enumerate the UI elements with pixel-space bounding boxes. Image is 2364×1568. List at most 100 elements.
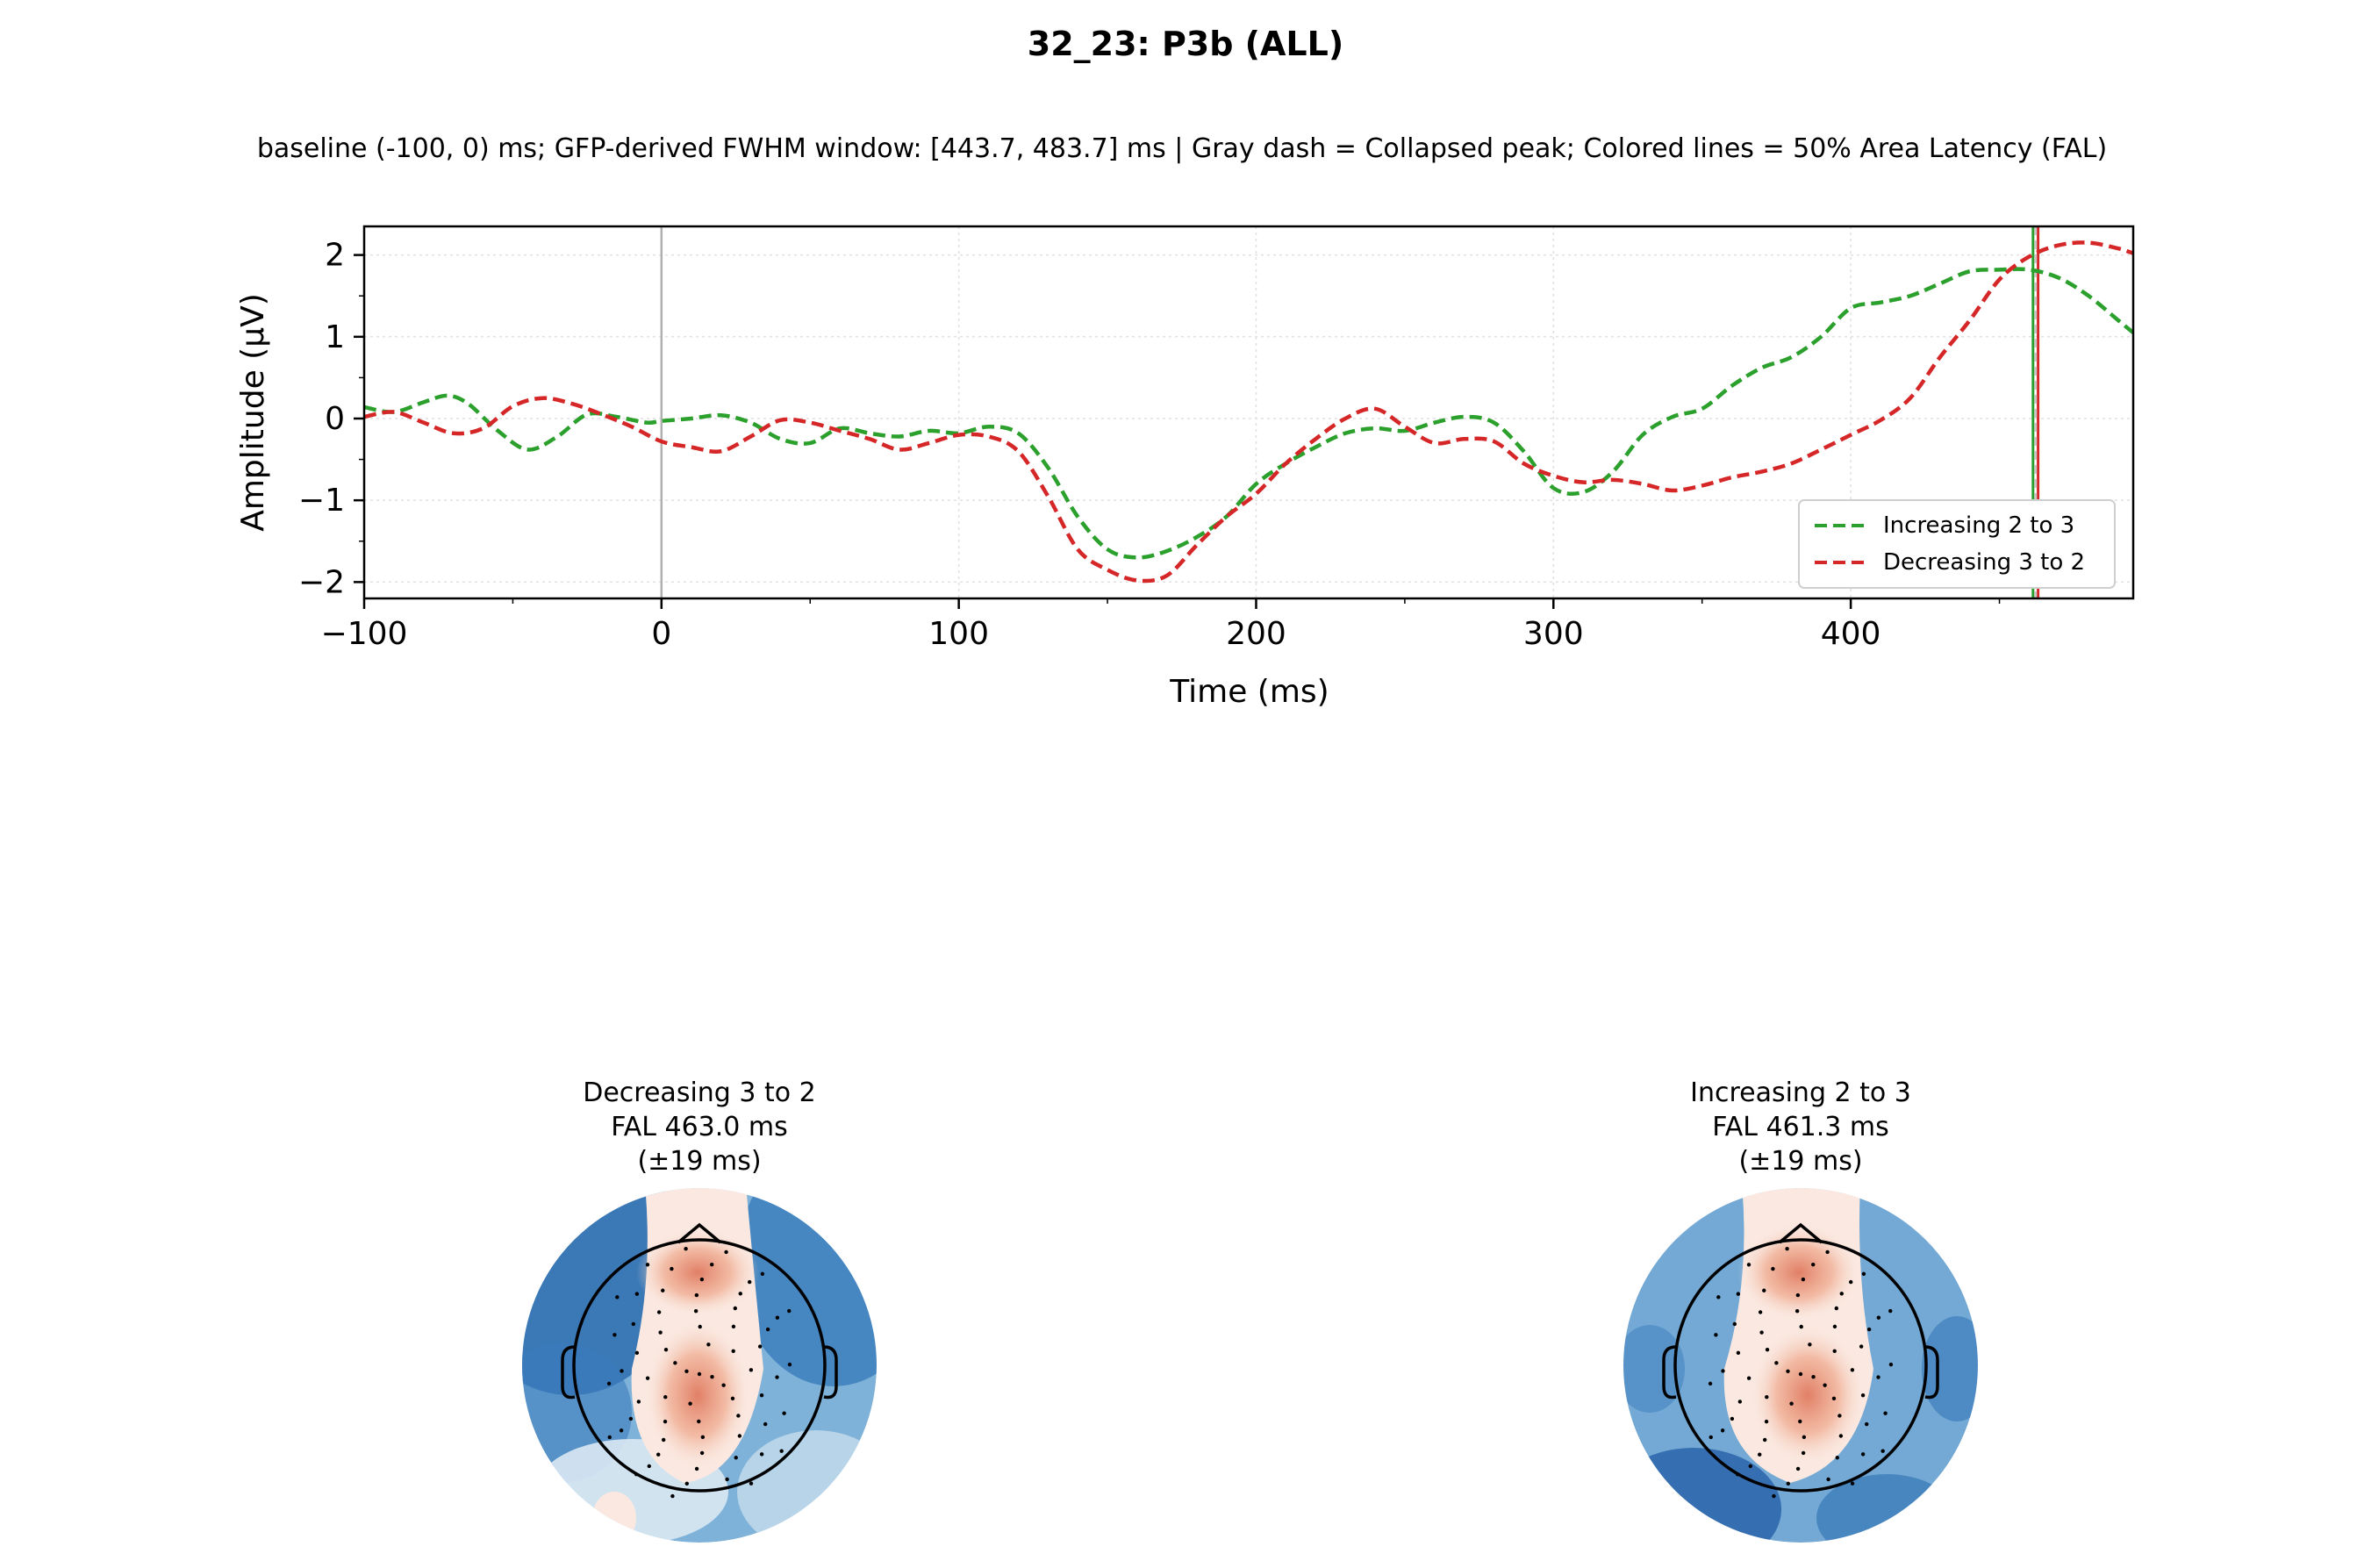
axis-ticks: −100 0 100 200 300 400 −2 −1 0 1 2 [298,238,2001,652]
sensor-dot [636,1400,641,1404]
sensor-dot [1736,1292,1741,1296]
sensor-dot [631,1321,635,1327]
sensor-dot [1746,1376,1752,1380]
sensor-dot [759,1452,764,1457]
y-tick-label: 1 [325,319,345,355]
sensor-points [606,1247,792,1499]
nose [1778,1222,1823,1244]
sensor-dot [684,1247,688,1251]
sensor-dot [1861,1271,1866,1276]
sensor-dot [694,1466,699,1471]
series-group [364,240,2133,584]
left-ear [1662,1345,1677,1400]
sensor-dot [615,1295,620,1300]
sensor-dot [1799,1324,1803,1329]
right-ear [1924,1345,1939,1400]
sensor-dot [731,1324,736,1329]
x-tick-label: 300 [1523,616,1584,652]
sensor-dot [1876,1375,1880,1379]
sensor-dot [1798,1419,1802,1424]
sensor-dot [1795,1292,1801,1298]
sensor-dot [700,1435,706,1440]
y-tick-label: −2 [298,564,345,600]
sensor-dot [684,1369,689,1373]
sensor-dot [688,1401,692,1406]
sensor-dot [670,1266,674,1271]
sensor-dot [1789,1401,1794,1406]
right-ear [823,1345,838,1400]
sensor-dot [1860,1393,1866,1398]
sensor-dot [1730,1416,1735,1421]
sensor-dot [1888,1362,1894,1367]
sensor-dot [1880,1449,1885,1453]
sensor-dot [731,1349,735,1353]
topomap-title: Decreasing 3 to 2 [583,1078,816,1108]
legend: Increasing 2 to 3 Decreasing 3 to 2 [1798,499,2116,589]
sensor-dot [1835,1456,1839,1460]
sensor-dot [775,1375,779,1379]
sensor-dot [779,1449,784,1453]
sensor-dot [1808,1342,1812,1347]
sensor-dot [757,1344,763,1349]
sensor-dot [612,1333,617,1337]
sensor-dot [656,1452,661,1457]
sensor-dot [619,1428,624,1433]
sensor-dot [699,1277,705,1282]
nose [677,1222,722,1244]
sensor-dot [736,1414,741,1418]
head-outline [572,1238,827,1493]
legend-box [1798,499,2116,589]
sensor-dot [645,1263,650,1267]
sensor-dot [658,1330,663,1335]
y-axis-label: Amplitude (µV) [235,293,271,532]
x-tick-label: 400 [1821,616,1881,652]
sensor-dot [1772,1493,1776,1499]
sensor-dot [710,1262,714,1267]
sensor-dot [1850,1481,1855,1486]
sensor-dot [1748,1464,1752,1469]
sensor-dot [721,1383,726,1387]
sensor-dot [699,1450,705,1456]
sensor-dot [1786,1369,1790,1373]
sensor-dot [1826,1477,1830,1482]
sensor-dot [1786,1481,1790,1486]
x-tick-label: 200 [1226,616,1286,652]
sensor-dot [1758,1310,1763,1314]
sensor-dot [1876,1315,1881,1320]
sensor-dot [787,1362,792,1367]
sensor-dot [733,1306,738,1311]
sensor-dot [1866,1327,1872,1332]
sensor-dot [782,1411,786,1415]
sensor-dot [760,1271,765,1276]
topomap-sd: (±19 ms) [637,1146,761,1177]
sensor-dot [1794,1308,1800,1314]
sensor-dot [634,1350,640,1356]
sensor-dot [1762,1437,1767,1443]
sensor-dot [1795,1466,1801,1471]
sensor-dot [730,1396,735,1400]
sensor-dot [763,1421,768,1427]
sensor-dot [628,1416,634,1421]
sensor-dot [1764,1419,1769,1424]
x-axis-label: Time (ms) [1169,674,1329,710]
plot-frame [362,225,2135,600]
legend-label-decreasing: Decreasing 3 to 2 [1883,549,2085,576]
sensor-dot [1798,1371,1803,1377]
sensor-dot [724,1249,728,1255]
sensor-dot [1759,1330,1764,1335]
sensor-dot [1771,1266,1775,1271]
sensor-dot [1735,1472,1740,1477]
sensor-dot [656,1310,662,1314]
sensor-dot [684,1481,689,1486]
legend-label-increasing: Increasing 2 to 3 [1883,512,2074,539]
sensor-dot [1837,1414,1842,1418]
sensor-dot [1831,1396,1837,1400]
series-line-decreasing [364,240,2133,584]
sensor-dot [1765,1395,1769,1400]
sensor-dot [1834,1306,1839,1311]
topomap-decreasing: Decreasing 3 to 2 FAL 463.0 ms (±19 ms) [522,1078,877,1543]
sensor-dot [634,1472,639,1477]
topomap-sd: (±19 ms) [1738,1146,1862,1177]
topomap-title: Increasing 2 to 3 [1690,1078,1911,1108]
sensor-dot [1823,1383,1827,1387]
